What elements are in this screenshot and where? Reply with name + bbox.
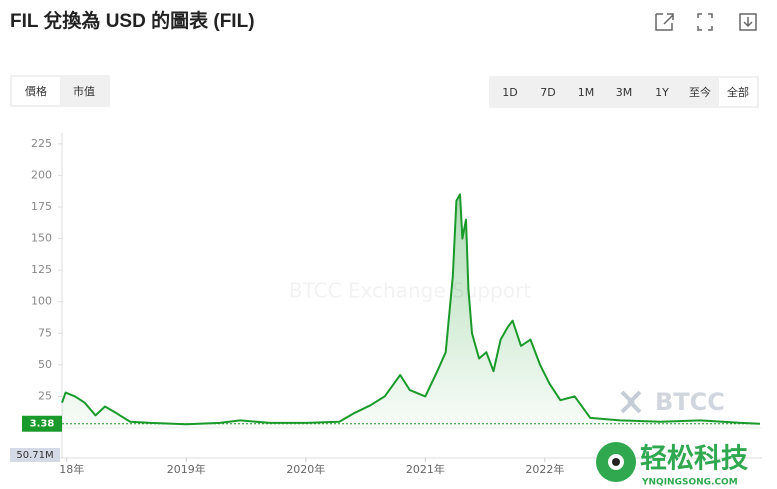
share-icon[interactable] [655, 13, 674, 31]
logo-circle [596, 442, 636, 482]
range-button[interactable]: 至今 [689, 86, 711, 99]
brand-watermark: BTCC [655, 388, 725, 416]
x-tick-label: 18年 [59, 462, 84, 476]
y-tick-label: 25 [38, 389, 52, 402]
y-tick-label: 225 [31, 137, 52, 150]
site-url: YNQINGSONG.COM [641, 478, 738, 488]
x-tick-label: 2020年 [286, 462, 325, 476]
range-button[interactable]: 3M [615, 85, 633, 99]
range-button[interactable]: 1D [502, 85, 518, 99]
volume-label-box [10, 448, 60, 462]
x-tick-label: 2022年 [525, 462, 564, 476]
range-button[interactable]: 1M [577, 85, 595, 99]
metric-tab[interactable]: 市值 [73, 85, 95, 98]
y-tick-label: 100 [31, 295, 52, 308]
chart-title: FIL 兌換為 USD 的圖表 (FIL) [10, 11, 255, 32]
download-icon[interactable] [739, 13, 757, 31]
range-button[interactable]: 全部 [719, 78, 757, 106]
price-line [61, 193, 761, 426]
y-tick-label: 50 [38, 358, 52, 371]
current-price-box [22, 415, 62, 432]
toolbar-icons [655, 13, 757, 31]
y-tick-label: 175 [31, 200, 52, 213]
y-tick-label: 200 [31, 168, 52, 181]
x-tick-label: 2021年 [406, 462, 445, 476]
site-logo-text: 轻松科技 [640, 444, 748, 475]
volume-label: 50.71M [16, 450, 53, 461]
x-tick-label: 2019年 [167, 462, 206, 476]
brand-icon [620, 390, 642, 414]
metric-tab[interactable]: 價格 [12, 77, 60, 105]
fullscreen-icon[interactable] [697, 13, 713, 31]
metric-tabs: 價格 市值 [10, 75, 110, 107]
site-logo: 轻松科技 YNQINGSONG.COM [596, 442, 748, 488]
range-button[interactable]: 1Y [655, 85, 669, 99]
logo-pupil [612, 458, 620, 466]
y-tick-label: 125 [31, 263, 52, 276]
range-button[interactable]: 7D [540, 85, 556, 99]
y-tick-label: 75 [38, 326, 52, 339]
range-buttons: 1D 7D 1M 3M 1Y 至今 全部 [489, 76, 759, 108]
price-area [62, 194, 760, 428]
watermark: BTCC Exchange Support [289, 279, 531, 303]
logo-eye [608, 454, 624, 470]
y-tick-label: 150 [31, 232, 52, 245]
current-price-label: 3.38 [30, 419, 55, 430]
